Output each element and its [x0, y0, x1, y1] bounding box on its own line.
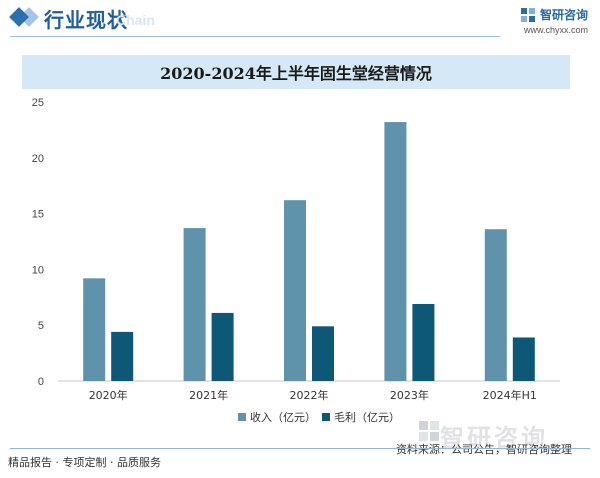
chart-title: 2020-2024年上半年固生堂经营情况: [160, 64, 432, 83]
bar-gross-profit: [111, 331, 134, 381]
source-note: 资料来源：公司公告，智研咨询整理: [396, 443, 572, 456]
page-header: 行业现状 Chain 智研咨询 www.chyxx.com: [0, 0, 600, 40]
y-tick-label: 5: [38, 320, 44, 332]
x-tick-label: 2020年: [89, 388, 128, 402]
brand-logo-icon: [520, 7, 535, 22]
footer-divider: [10, 448, 590, 449]
bar-revenue: [484, 229, 507, 381]
bar-gross-profit: [512, 337, 535, 381]
brand-url: www.chyxx.com: [523, 25, 588, 35]
chart-title-band: 2020-2024年上半年固生堂经营情况: [22, 55, 570, 89]
bar-chart: 0 5 10 15 20 25 2020年 2021年 2022年 2023年 2024年H1 收入（…: [32, 97, 560, 424]
y-tick-label: 25: [32, 97, 44, 109]
legend-gross-profit-swatch: [322, 413, 330, 421]
y-tick-label: 10: [32, 264, 44, 276]
bar-gross-profit: [412, 303, 435, 381]
bar-revenue: [384, 122, 407, 381]
bar-revenue: [83, 278, 106, 381]
watermark-logo-icon: [419, 421, 439, 441]
bar-gross-profit: [211, 312, 234, 381]
bar-revenue: [284, 200, 306, 381]
x-tick-label: 2023年: [390, 388, 429, 402]
y-tick-label: 20: [32, 153, 44, 165]
bar-gross-profit: [312, 326, 334, 381]
bar-revenue: [183, 228, 206, 381]
brand-name-row: 智研咨询: [520, 6, 588, 23]
legend-revenue-label: 收入（亿元）: [250, 410, 316, 424]
section-title: 行业现状: [44, 8, 128, 32]
legend-revenue-swatch: [238, 413, 246, 421]
brand-name: 智研咨询: [539, 8, 588, 22]
y-tick-label: 0: [38, 376, 44, 388]
brand: 智研咨询 www.chyxx.com: [520, 6, 588, 35]
x-tick-label: 2022年: [290, 388, 329, 402]
legend-gross-profit-label: 毛利（亿元）: [334, 411, 400, 424]
x-tick-label: 2024年H1: [483, 388, 537, 402]
header-divider: [10, 36, 500, 37]
x-tick-label: 2021年: [189, 388, 228, 402]
y-tick-label: 15: [32, 209, 44, 221]
section-subtitle: Chain: [116, 12, 155, 28]
watermark: 智研咨询: [440, 424, 548, 452]
footer-tagline: 精品报告 · 专项定制 · 品质服务: [8, 456, 161, 469]
